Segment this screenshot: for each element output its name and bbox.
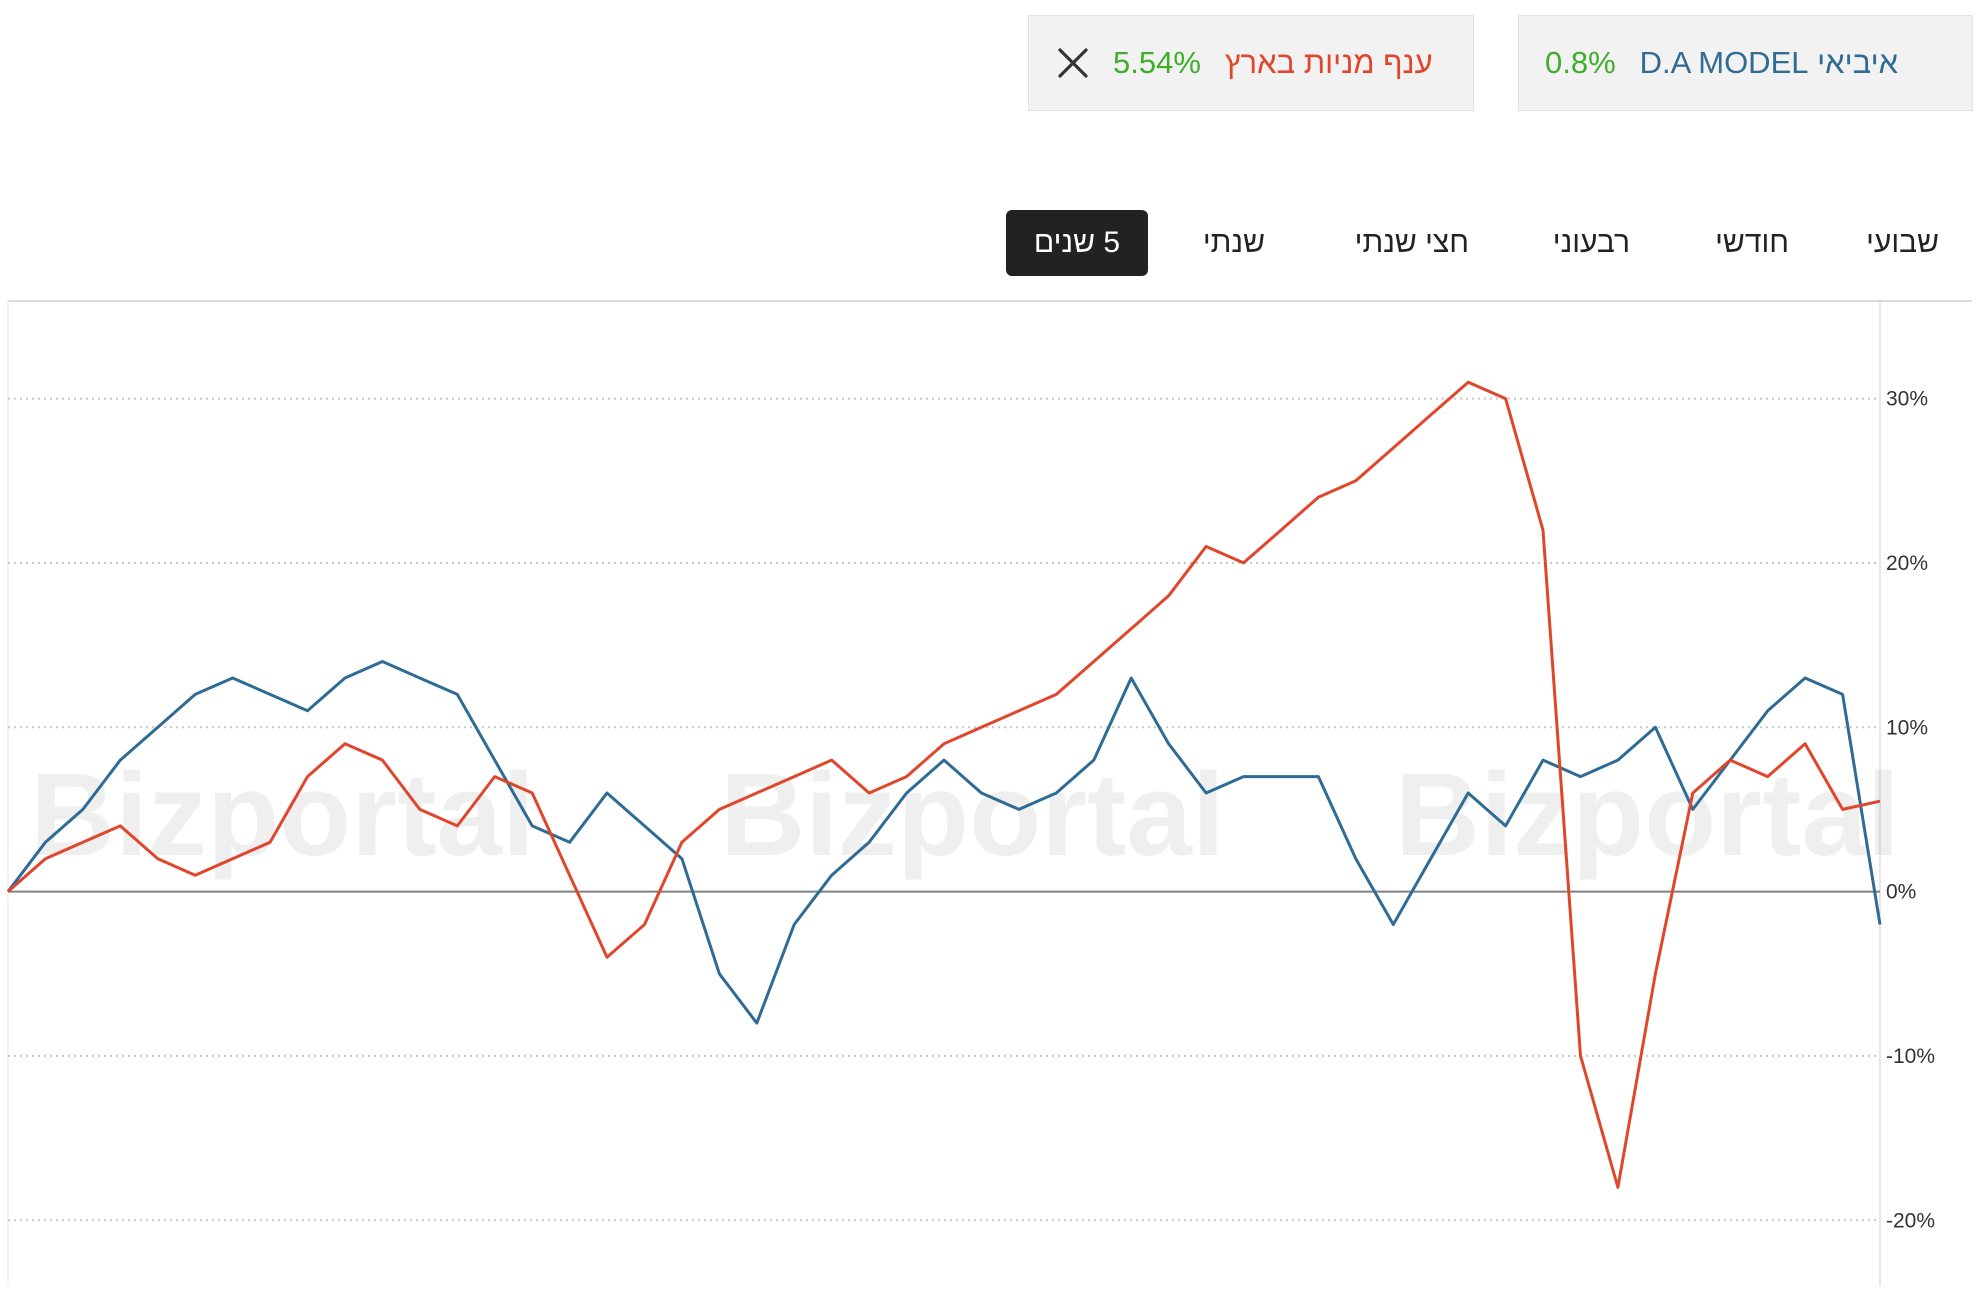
y-tick-label: -10%: [1886, 1045, 1935, 1068]
tab-half-year[interactable]: חצי שנתי: [1355, 210, 1469, 276]
watermark-text: Bizportal: [30, 749, 535, 881]
instrument-name: איביאי D.A MODEL: [1640, 45, 1898, 81]
chart-svg: Bizportal Bizportal Bizportal 30% 20% 10% 0% -1…: [0, 300, 1977, 1286]
period-tabs: שבועי חודשי רבעוני חצי שנתי שנתי 5 שנים: [0, 210, 1977, 276]
close-icon[interactable]: [1055, 45, 1091, 81]
instrument-name: ענף מניות בארץ: [1225, 45, 1433, 81]
tab-five-years[interactable]: 5 שנים: [1006, 210, 1148, 276]
instrument-chip-main[interactable]: איביאי D.A MODEL 0.8%: [1518, 15, 1973, 111]
tab-monthly[interactable]: חודשי: [1715, 210, 1789, 276]
y-tick-label: 10%: [1886, 716, 1928, 739]
performance-chart: Bizportal Bizportal Bizportal 30% 20% 10% 0% -1…: [0, 300, 1977, 1286]
watermark-text: Bizportal: [1395, 749, 1900, 881]
tab-quarterly[interactable]: רבעוני: [1553, 210, 1630, 276]
y-tick-label: 20%: [1886, 552, 1928, 575]
instrument-chip-compare[interactable]: ענף מניות בארץ 5.54%: [1028, 15, 1474, 111]
watermark-text: Bizportal: [720, 749, 1225, 881]
tab-weekly[interactable]: שבועי: [1866, 210, 1939, 276]
instrument-change: 5.54%: [1113, 45, 1201, 81]
y-tick-label: 0%: [1886, 881, 1916, 904]
y-tick-label: 30%: [1886, 388, 1928, 411]
tab-yearly[interactable]: שנתי: [1203, 210, 1265, 276]
y-tick-label: -20%: [1886, 1209, 1935, 1232]
instrument-change: 0.8%: [1545, 45, 1616, 81]
